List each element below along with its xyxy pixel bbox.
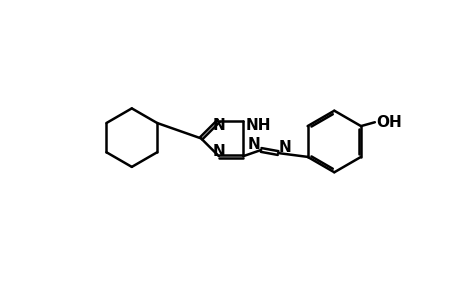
Text: OH: OH	[375, 115, 401, 130]
Text: N: N	[247, 137, 260, 152]
Text: N: N	[278, 140, 291, 155]
Text: N: N	[212, 118, 225, 133]
Text: N: N	[212, 144, 225, 159]
Text: NH: NH	[245, 118, 271, 133]
